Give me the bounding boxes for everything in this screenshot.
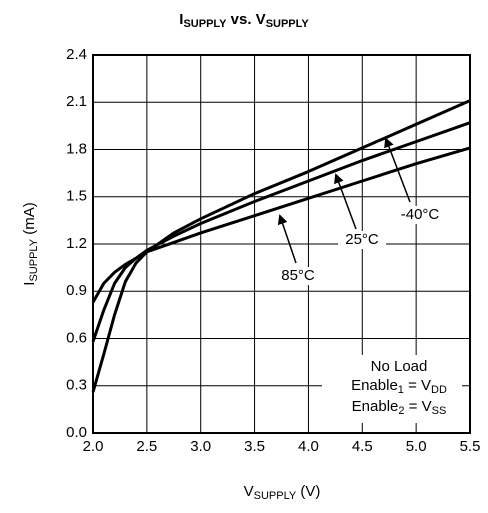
x-tick-label: 5.0 bbox=[406, 438, 427, 455]
annotation: Enable2 = VSS bbox=[352, 398, 447, 417]
annotation-bg bbox=[322, 355, 462, 423]
x-axis-label-part: V bbox=[244, 483, 254, 500]
arrow bbox=[277, 214, 297, 264]
x-tick-label: 3.0 bbox=[190, 438, 211, 455]
y-tick-label: 0.6 bbox=[66, 329, 87, 346]
label-bg bbox=[396, 206, 444, 224]
plot-frame bbox=[92, 54, 471, 434]
y-tick-label: 0.9 bbox=[66, 282, 87, 299]
x-tick-label: 3.5 bbox=[244, 438, 265, 455]
annotation-part: 2 bbox=[398, 405, 404, 417]
x-axis-label: VSUPPLY (V) bbox=[244, 483, 321, 502]
series-line bbox=[91, 99, 471, 393]
arrow bbox=[384, 137, 411, 203]
series-line bbox=[91, 146, 471, 304]
y-tick-label: 0.0 bbox=[66, 424, 87, 441]
y-tick-label: 0.3 bbox=[66, 377, 87, 394]
annotation-part: 1 bbox=[398, 384, 404, 396]
x-axis-label-part: (V) bbox=[296, 483, 320, 500]
annotation: No Load bbox=[371, 358, 428, 375]
chart-title: ISUPPLY vs. VSUPPLY bbox=[179, 11, 309, 30]
x-axis-label-part: SUPPLY bbox=[254, 490, 297, 502]
y-axis-label: ISUPPLY (mA) bbox=[21, 202, 40, 285]
chart-title-part: SUPPLY bbox=[183, 18, 227, 30]
chart-title-part: vs. V bbox=[226, 11, 265, 28]
annotation: Enable1 = VDD bbox=[351, 377, 447, 396]
annotation-part: Enable bbox=[351, 377, 398, 394]
y-tick-label: 1.8 bbox=[66, 140, 87, 157]
annotation-part: = V bbox=[405, 398, 432, 415]
x-tick-label: 4.0 bbox=[298, 438, 319, 455]
annotation-part: = V bbox=[404, 377, 431, 394]
y-tick-label: 2.4 bbox=[66, 46, 87, 63]
annotation-part: DD bbox=[431, 384, 447, 396]
x-tick-label: 4.5 bbox=[352, 438, 373, 455]
annotation-part: Enable bbox=[352, 398, 399, 415]
series-label: 85°C bbox=[281, 267, 315, 284]
y-tick-label: 1.2 bbox=[66, 235, 87, 252]
x-tick-label: 5.5 bbox=[460, 438, 481, 455]
y-axis-label-part: (mA) bbox=[21, 202, 38, 239]
y-tick-label: 1.5 bbox=[66, 188, 87, 205]
y-axis-label-part: SUPPLY bbox=[28, 238, 40, 281]
series-label: 25°C bbox=[345, 231, 379, 248]
x-tick-label: 2.0 bbox=[83, 438, 104, 455]
arrow bbox=[334, 173, 357, 230]
annotation-part: SS bbox=[432, 405, 447, 417]
x-tick-label: 2.5 bbox=[136, 438, 157, 455]
chart-title-part: SUPPLY bbox=[266, 18, 310, 30]
y-tick-label: 2.1 bbox=[66, 93, 87, 110]
label-bg bbox=[338, 231, 386, 249]
series-line bbox=[91, 121, 471, 343]
y-axis-label-part: I bbox=[21, 282, 38, 286]
label-bg bbox=[274, 267, 322, 285]
chart-title-part: I bbox=[179, 11, 183, 28]
series-label: -40°C bbox=[401, 206, 440, 223]
